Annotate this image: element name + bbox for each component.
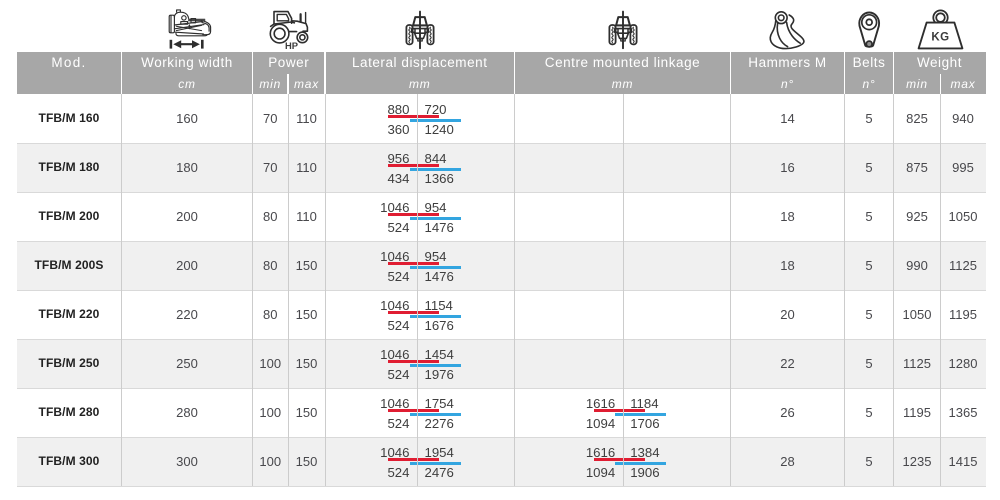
svg-text:KG: KG: [931, 32, 949, 44]
svg-text:HP: HP: [285, 40, 298, 51]
